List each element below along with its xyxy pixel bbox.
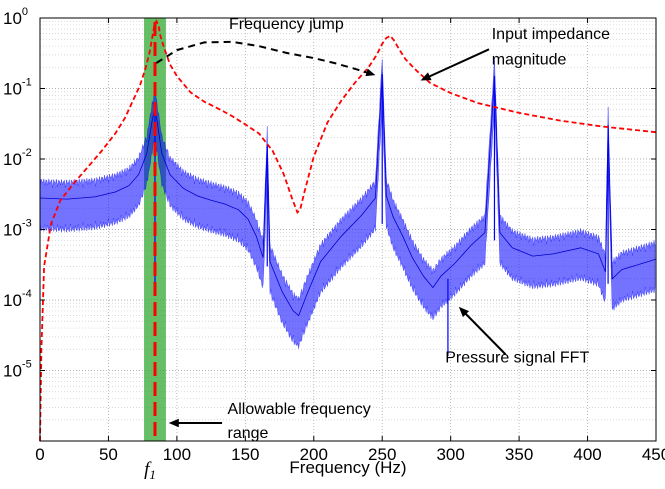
x-tick-label: 100 (163, 445, 191, 464)
annotation-label: Input impedance (492, 26, 610, 43)
series-layer (39, 19, 657, 442)
x-tick-label: 200 (300, 445, 328, 464)
annotation-arrow (462, 310, 507, 355)
frequency-jump-arrowhead (365, 68, 376, 77)
overlay-layer: Frequency jump Input impedance magnitude Pr… (153, 16, 610, 442)
impedance-series-line (39, 19, 657, 442)
x-axis-ticks: 0 50 100 150 200 250 300 350 400 450 f1 (35, 18, 665, 482)
annotation-label: Allowable frequency (228, 401, 371, 418)
annotation-arrowhead (168, 418, 179, 428)
annotation-label: range (228, 425, 269, 442)
x-tick-label: 450 (642, 445, 665, 464)
annotation-label: magnitude (492, 51, 567, 68)
annotation-label: Frequency jump (229, 16, 344, 33)
f1-label: f1 (144, 459, 156, 482)
frequency-jump-curve (155, 40, 376, 77)
x-tick-label: 150 (231, 445, 259, 464)
annotation-arrowhead (458, 306, 470, 318)
x-tick-label: 400 (573, 445, 601, 464)
y-tick-label: 100 (3, 6, 28, 28)
x-axis-label: Frequency (Hz) (289, 458, 406, 477)
annotation-arrowhead (420, 72, 432, 81)
x-tick-label: 350 (505, 445, 533, 464)
x-tick-label: 0 (35, 445, 44, 464)
annotation-arrow (425, 48, 490, 79)
x-tick-label: 50 (99, 445, 118, 464)
fft-envelope (39, 57, 656, 349)
fft-series-line (39, 74, 657, 317)
annotation-label: Pressure signal FFT (445, 349, 589, 366)
x-tick-label: 300 (436, 445, 464, 464)
x-tick-label: 250 (368, 445, 396, 464)
